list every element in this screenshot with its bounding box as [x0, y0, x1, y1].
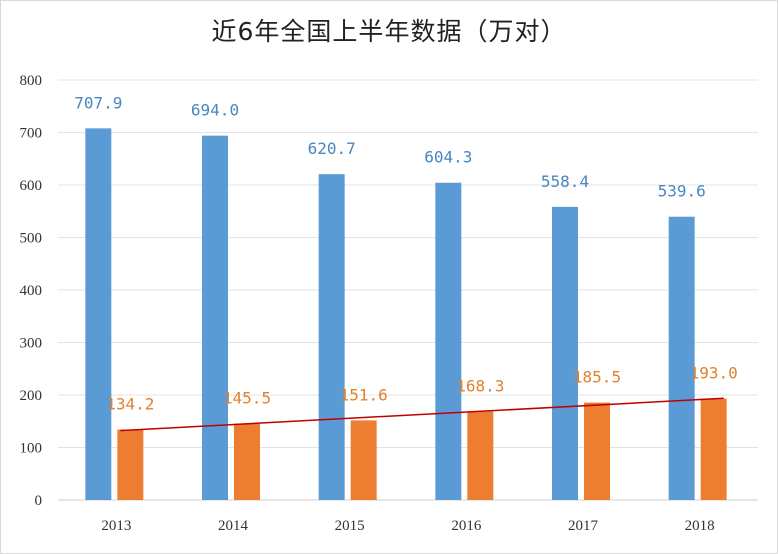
bar-series1: [85, 128, 112, 501]
bar-series2: [117, 429, 144, 500]
data-label: 694.0: [191, 101, 239, 120]
bar-series2: [350, 420, 377, 500]
bar-series2: [467, 411, 494, 500]
chart-title: 近6年全国上半年数据（万对）: [211, 17, 567, 46]
bar-series1: [318, 174, 345, 500]
y-tick-label: 500: [20, 231, 43, 247]
data-label: 185.5: [573, 368, 621, 387]
x-tick-label: 2018: [685, 518, 715, 534]
data-label: 134.2: [106, 395, 154, 414]
x-tick-label: 2016: [451, 518, 482, 534]
data-label: 168.3: [456, 377, 504, 396]
y-tick-label: 600: [20, 178, 43, 194]
y-tick-label: 400: [20, 283, 43, 299]
x-tick-label: 2017: [568, 518, 599, 534]
y-tick-label: 200: [20, 388, 43, 404]
data-label: 539.6: [658, 182, 706, 201]
x-tick-label: 2015: [335, 518, 365, 534]
data-label: 604.3: [424, 148, 472, 167]
bar-series1: [668, 216, 695, 500]
bar-series2: [234, 423, 260, 500]
y-tick-label: 700: [20, 126, 43, 142]
bar-series1: [202, 135, 228, 500]
y-tick-label: 100: [20, 441, 43, 457]
y-tick-label: 300: [20, 336, 43, 352]
bar-series1: [552, 206, 578, 500]
data-label: 558.4: [541, 172, 589, 191]
data-label: 620.7: [308, 139, 356, 158]
data-label: 193.0: [690, 364, 738, 383]
x-tick-label: 2013: [101, 518, 131, 534]
y-tick-label: 0: [35, 493, 43, 509]
data-label: 145.5: [223, 389, 271, 408]
bar-series1: [435, 182, 462, 500]
data-label: 707.9: [74, 93, 122, 112]
bar-series2: [700, 398, 727, 500]
data-label: 151.6: [340, 385, 388, 404]
bar-series2: [584, 402, 610, 500]
trendline: [120, 397, 724, 432]
y-tick-label: 800: [20, 73, 43, 89]
x-tick-label: 2014: [218, 518, 249, 534]
